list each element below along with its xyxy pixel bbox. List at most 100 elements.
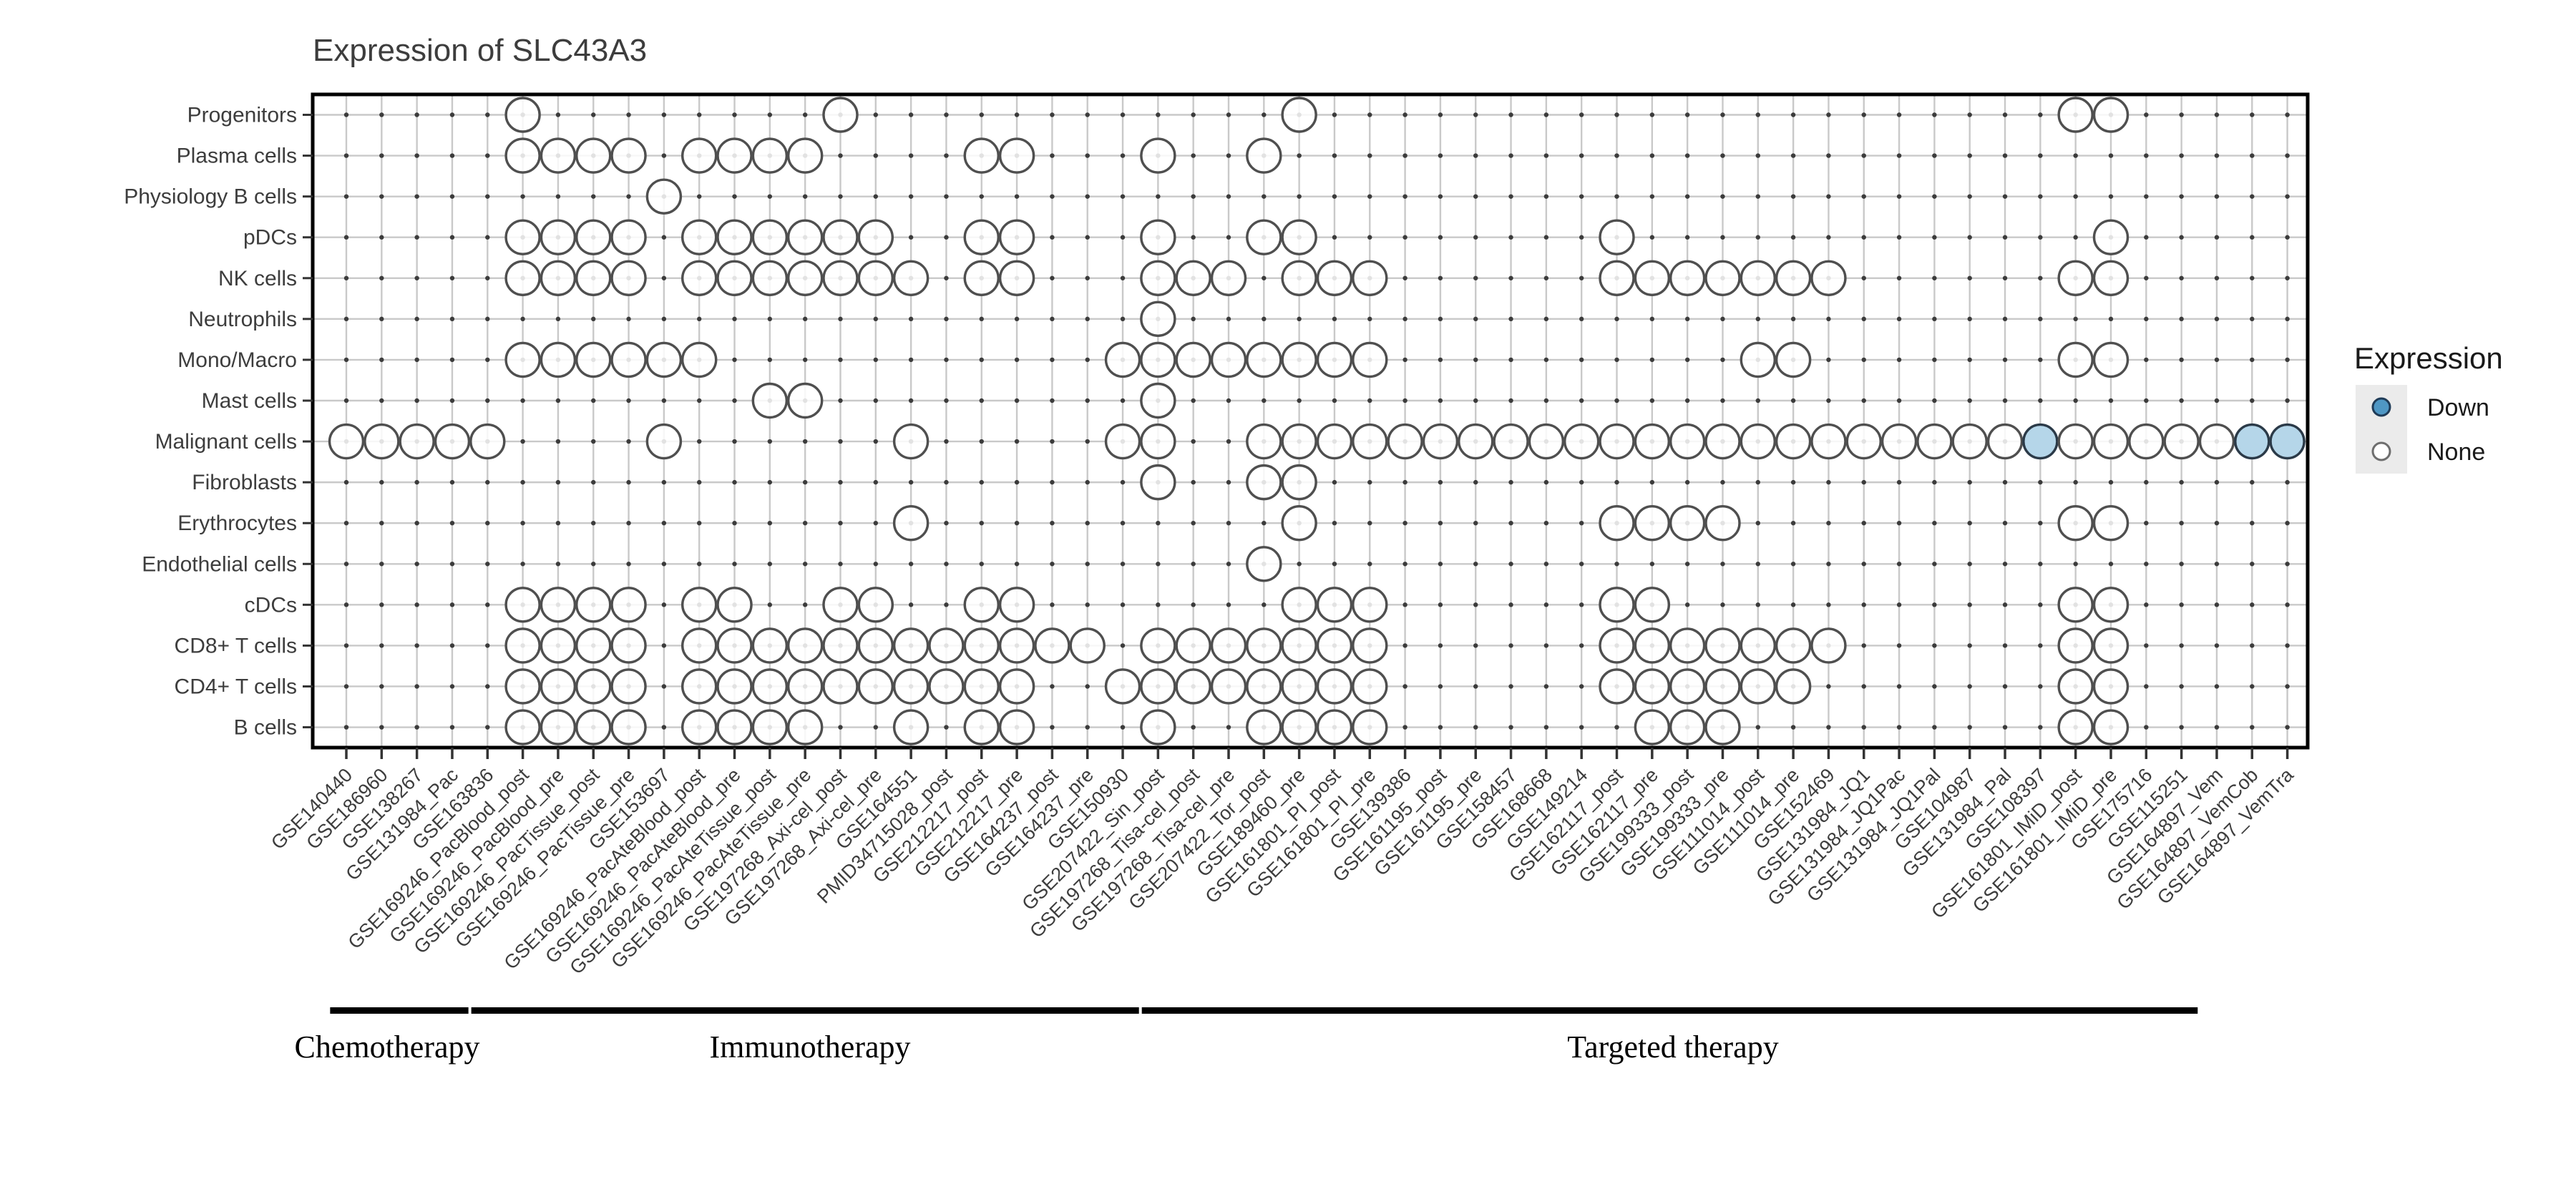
grid-intersection-dot — [1649, 357, 1655, 363]
grid-intersection-dot — [1826, 398, 1831, 403]
grid-intersection-dot — [414, 153, 419, 158]
grid-intersection-dot — [1861, 398, 1866, 403]
grid-intersection-dot — [1438, 235, 1443, 240]
grid-intersection-dot — [697, 398, 702, 403]
grid-intersection-dot — [802, 562, 808, 567]
grid-intersection-dot — [1896, 398, 1902, 403]
expression-dot-none — [681, 709, 718, 745]
grid-intersection-dot — [1684, 602, 1690, 607]
grid-intersection-dot — [1649, 153, 1655, 158]
grid-intersection-dot — [2002, 235, 2008, 240]
grid-intersection-dot — [1579, 316, 1584, 322]
grid-intersection-dot — [1684, 357, 1690, 363]
grid-intersection-dot — [520, 439, 525, 444]
grid-intersection-dot — [1826, 194, 1831, 199]
grid-intersection-dot — [485, 684, 490, 689]
grid-intersection-dot — [908, 602, 914, 607]
expression-dot-none — [1352, 668, 1388, 705]
grid-intersection-dot — [1085, 439, 1090, 444]
expression-dot-none — [1916, 423, 1953, 460]
expression-dot-none — [1316, 627, 1353, 664]
grid-intersection-dot — [2002, 684, 2008, 689]
grid-intersection-dot — [1614, 479, 1619, 485]
grid-intersection-dot — [1014, 357, 1020, 363]
grid-intersection-dot — [626, 112, 631, 117]
grid-intersection-dot — [873, 194, 879, 199]
expression-dot-none — [1740, 423, 1777, 460]
grid-intersection-dot — [2214, 684, 2220, 689]
expression-dot-none — [2092, 97, 2129, 133]
grid-intersection-dot — [1402, 194, 1407, 199]
grid-intersection-dot — [591, 562, 596, 567]
expression-dot-none — [857, 668, 894, 705]
grid-intersection-dot — [555, 194, 561, 199]
expression-dot-none — [1210, 260, 1247, 296]
grid-intersection-dot — [2073, 562, 2078, 567]
grid-intersection-dot — [1684, 194, 1690, 199]
grid-intersection-dot — [1050, 316, 1055, 322]
grid-intersection-dot — [1543, 725, 1549, 730]
expression-dot-none — [2092, 709, 2129, 745]
y-axis-label: Mono/Macro — [177, 348, 297, 372]
grid-intersection-dot — [1191, 235, 1196, 240]
grid-intersection-dot — [1755, 153, 1760, 158]
grid-intersection-dot — [449, 112, 455, 117]
expression-dot-none — [1599, 260, 1635, 296]
grid-intersection-dot — [732, 521, 737, 526]
grid-intersection-dot — [873, 479, 879, 485]
grid-intersection-dot — [1473, 521, 1478, 526]
grid-intersection-dot — [2250, 194, 2255, 199]
grid-intersection-dot — [2250, 153, 2255, 158]
grid-intersection-dot — [1579, 235, 1584, 240]
grid-intersection-dot — [2179, 194, 2184, 199]
grid-intersection-dot — [661, 684, 667, 689]
expression-dot-none — [1669, 627, 1706, 664]
grid-intersection-dot — [1438, 112, 1443, 117]
expression-dot-none — [1140, 260, 1176, 296]
grid-intersection-dot — [1932, 521, 1937, 526]
grid-intersection-dot — [2144, 153, 2149, 158]
grid-intersection-dot — [2285, 602, 2290, 607]
grid-intersection-dot — [2073, 235, 2078, 240]
grid-intersection-dot — [908, 235, 914, 240]
grid-intersection-dot — [944, 521, 949, 526]
grid-intersection-dot — [2214, 521, 2220, 526]
grid-intersection-dot — [944, 602, 949, 607]
grid-intersection-dot — [2179, 235, 2184, 240]
grid-intersection-dot — [979, 562, 984, 567]
expression-dot-none — [1951, 423, 1988, 460]
grid-intersection-dot — [485, 235, 490, 240]
grid-intersection-dot — [1508, 153, 1513, 158]
grid-intersection-dot — [2179, 153, 2184, 158]
y-axis-label: Physiology B cells — [124, 185, 297, 209]
expression-dot-none — [1246, 137, 1282, 174]
grid-intersection-dot — [1543, 479, 1549, 485]
grid-intersection-dot — [343, 112, 349, 117]
expression-dot-none — [998, 137, 1035, 174]
grid-intersection-dot — [485, 521, 490, 526]
legend-label-none: None — [2427, 439, 2485, 466]
grid-intersection-dot — [767, 194, 773, 199]
grid-intersection-dot — [449, 153, 455, 158]
grid-intersection-dot — [449, 479, 455, 485]
expression-dot-none — [751, 709, 789, 745]
grid-intersection-dot — [2038, 275, 2043, 280]
grid-intersection-dot — [732, 194, 737, 199]
expression-dot-none — [1140, 423, 1176, 460]
grid-intersection-dot — [2038, 562, 2043, 567]
grid-intersection-dot — [1896, 562, 1902, 567]
grid-intersection-dot — [2038, 357, 2043, 363]
grid-intersection-dot — [1438, 153, 1443, 158]
grid-intersection-dot — [697, 479, 702, 485]
grid-intersection-dot — [1050, 398, 1055, 403]
grid-intersection-dot — [1508, 725, 1513, 730]
expression-dot-none — [1316, 260, 1353, 296]
grid-intersection-dot — [1226, 602, 1231, 607]
grid-intersection-dot — [1790, 479, 1796, 485]
grid-intersection-dot — [2285, 398, 2290, 403]
grid-intersection-dot — [1896, 684, 1902, 689]
grid-intersection-dot — [520, 479, 525, 485]
expression-dot-none — [928, 627, 965, 664]
grid-intersection-dot — [2038, 521, 2043, 526]
grid-intersection-dot — [520, 521, 525, 526]
